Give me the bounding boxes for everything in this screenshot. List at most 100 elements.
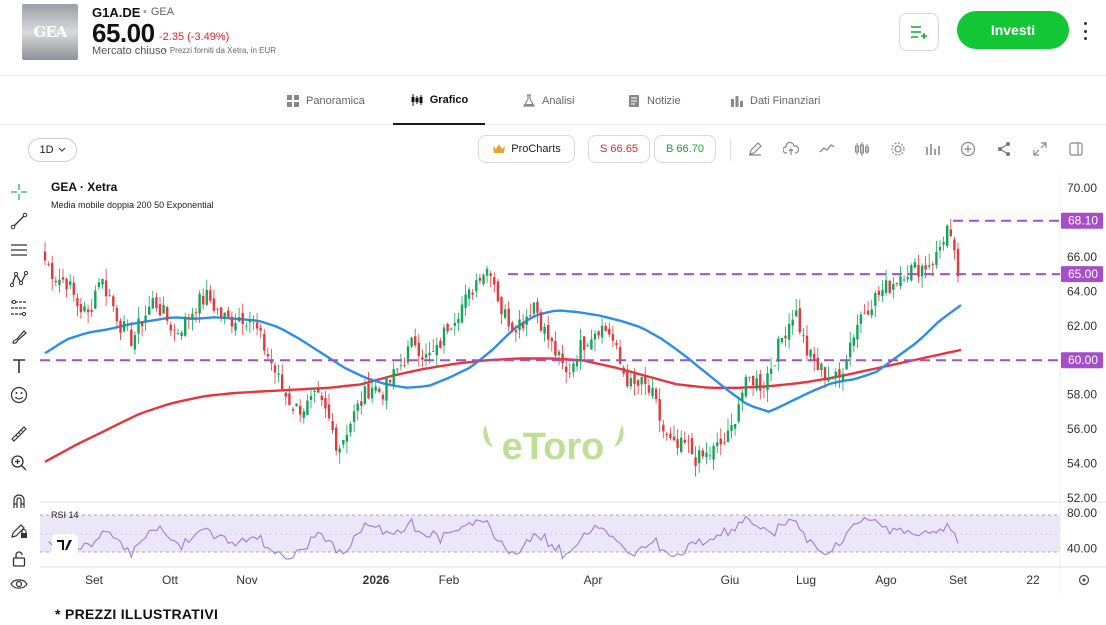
candle-body	[737, 404, 740, 422]
lock-pencil-icon[interactable]	[10, 521, 28, 539]
fib-icon[interactable]	[10, 299, 28, 317]
lock-icon[interactable]	[10, 550, 28, 568]
rsi-legend[interactable]: RSI 14	[51, 510, 79, 520]
candle-body	[543, 326, 546, 334]
expand-icon[interactable]	[1032, 141, 1048, 157]
add-to-watchlist-button[interactable]	[899, 13, 939, 51]
crosshair-icon[interactable]	[10, 183, 28, 201]
candle-body	[935, 252, 938, 265]
bars-icon[interactable]	[925, 141, 941, 157]
candle-body	[428, 352, 431, 356]
share-icon[interactable]	[996, 141, 1012, 157]
chart-canvas[interactable]: eToro 70.0068.0066.0064.0062.0060.0058.0…	[40, 174, 1106, 594]
candle-body	[162, 304, 165, 314]
candle-body	[946, 225, 949, 246]
ruler-icon[interactable]	[10, 425, 28, 443]
pattern-icon[interactable]	[10, 270, 28, 288]
text-icon[interactable]	[10, 357, 28, 375]
more-options-icon[interactable]	[1078, 20, 1092, 42]
candle-body	[798, 308, 801, 333]
candle-body	[892, 284, 895, 290]
etoro-watermark: eToro	[483, 425, 624, 468]
sell-button[interactable]: S 66.65	[588, 135, 650, 163]
procharts-button[interactable]: ProCharts	[478, 135, 575, 163]
candle-body	[503, 309, 507, 318]
tab-analysis[interactable]: Analisi	[522, 77, 574, 125]
candle-body	[58, 279, 61, 286]
ema-50-line	[44, 304, 962, 413]
gear-icon[interactable]	[890, 141, 906, 157]
candle-body	[881, 289, 884, 297]
trend-line-icon[interactable]	[10, 212, 28, 230]
tradingview-logo[interactable]	[52, 534, 78, 556]
candle-body	[406, 346, 410, 363]
candles-icon[interactable]	[854, 141, 870, 157]
candle-body	[654, 389, 658, 400]
candle-body	[194, 312, 198, 314]
logo-text: GEA	[33, 23, 68, 41]
horizontal-lines-icon[interactable]	[10, 241, 28, 259]
candle-body	[464, 294, 467, 308]
magnet-icon[interactable]	[10, 492, 28, 510]
candle-body	[144, 315, 147, 322]
zoom-in-icon[interactable]	[10, 454, 28, 472]
candle-body	[47, 264, 50, 265]
candle-body	[69, 281, 72, 285]
candle-body	[119, 320, 122, 333]
candle-body	[899, 276, 902, 287]
candle-body	[291, 409, 295, 411]
cloud-upload-icon[interactable]	[783, 141, 799, 157]
candle-body	[79, 304, 83, 313]
candle-body	[399, 365, 403, 367]
eye-icon[interactable]	[10, 575, 28, 593]
candle-body	[94, 290, 97, 309]
candle-body	[65, 279, 68, 289]
candle-body	[338, 448, 341, 453]
candle-body	[845, 360, 848, 370]
invest-button[interactable]: Investi	[957, 11, 1069, 49]
line-chart-icon[interactable]	[819, 141, 835, 157]
candle-body	[184, 316, 187, 336]
candle-body	[938, 246, 942, 251]
candle-body	[787, 323, 791, 340]
add-circle-icon[interactable]	[960, 141, 976, 157]
tab-chart[interactable]: Grafico	[393, 77, 485, 125]
interval-select[interactable]: 1D	[28, 138, 77, 162]
sidebar-icon[interactable]	[1068, 141, 1084, 157]
candle-body	[273, 365, 277, 373]
tab-news[interactable]: Notizie	[627, 77, 681, 125]
time-axis-tick: Ago	[875, 573, 897, 587]
candle-body	[593, 333, 597, 340]
candle-body	[820, 363, 823, 371]
buy-button[interactable]: B 66.70	[654, 135, 716, 163]
price-change: -2.35 (-3.49%)	[159, 31, 230, 43]
price-chart[interactable]: eToro 70.0068.0066.0064.0062.0060.0058.0…	[40, 174, 1106, 594]
indicator-legend[interactable]: Media mobile doppia 200 50 Exponential	[51, 200, 214, 210]
candle-body	[719, 438, 722, 445]
candle-body	[158, 304, 162, 316]
candle-body	[345, 434, 349, 442]
candle-body	[536, 301, 539, 313]
candle-body	[381, 394, 385, 400]
candle-body	[467, 289, 471, 299]
candle-body	[227, 310, 230, 317]
candle-body	[130, 329, 133, 346]
candle-body	[385, 377, 388, 401]
candle-body	[751, 375, 755, 386]
brush-icon[interactable]	[10, 328, 28, 346]
candle-body	[363, 386, 367, 405]
axis-settings-icon[interactable]	[1078, 574, 1090, 586]
candle-body	[658, 399, 661, 421]
candle-body	[640, 377, 643, 385]
candle-body	[202, 295, 205, 305]
candle-body	[633, 374, 636, 384]
pencil-icon[interactable]	[747, 141, 763, 157]
watermark-text: eToro	[502, 426, 605, 468]
tab-financials[interactable]: Dati Finanziari	[730, 77, 820, 125]
tab-overview[interactable]: Panoramica	[286, 77, 365, 125]
candle-body	[320, 395, 323, 400]
candle-body	[327, 404, 331, 419]
emoji-icon[interactable]	[10, 386, 28, 404]
candle-body	[446, 323, 449, 332]
candle-body	[583, 336, 586, 351]
